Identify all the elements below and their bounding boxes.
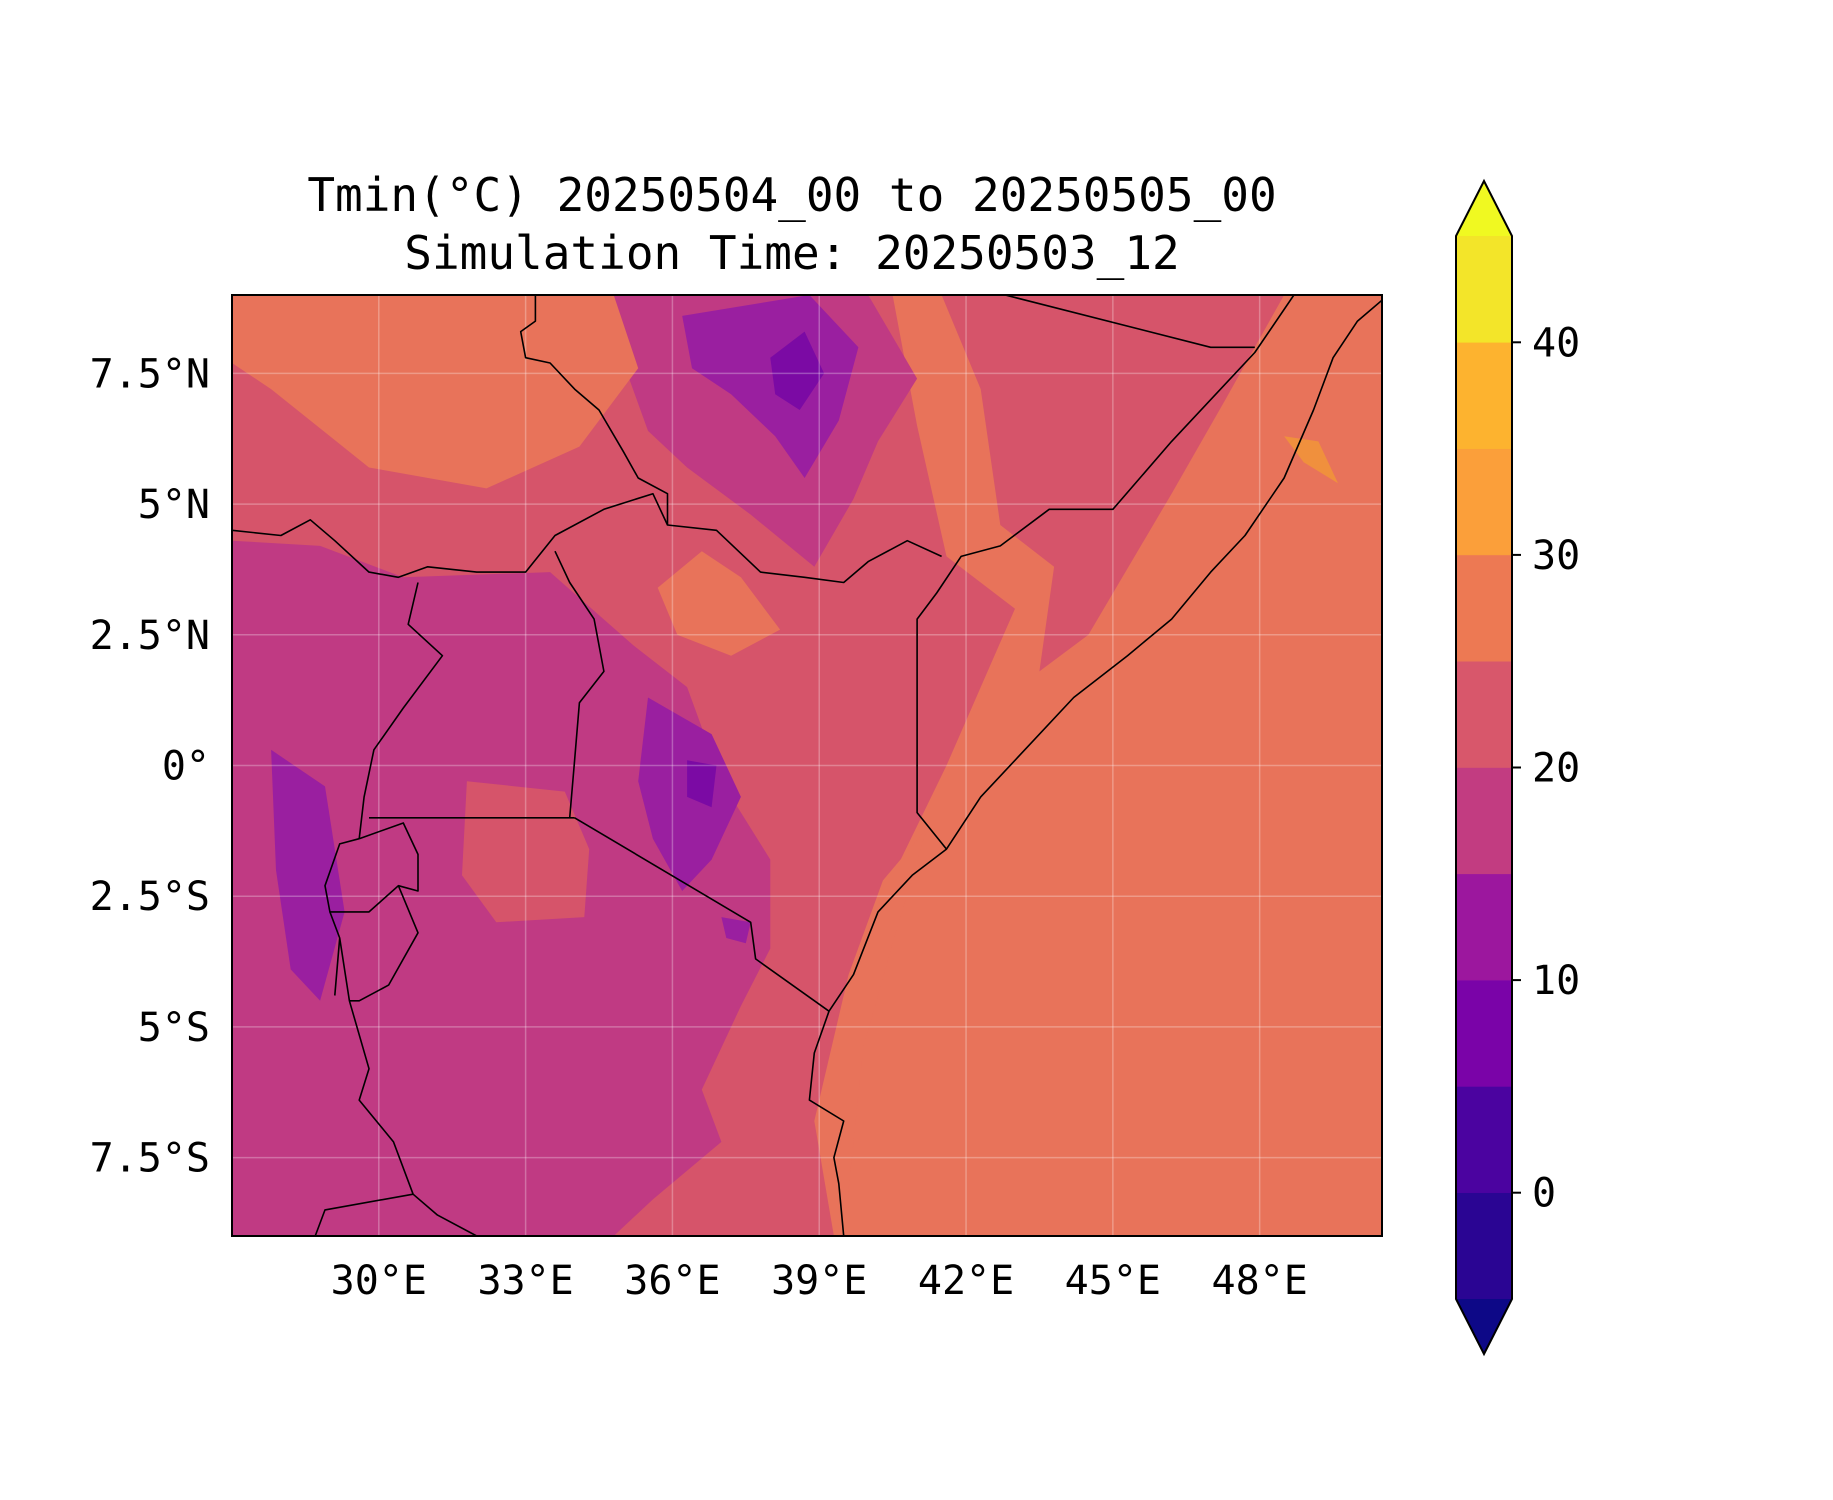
border-burundi-tanzania [349, 885, 419, 1002]
border-kenya-somalia-border [916, 295, 1295, 850]
lon-tick-label: 33°E [477, 1258, 573, 1304]
lon-tick-label: 48°E [1211, 1258, 1307, 1304]
map-frame [231, 294, 1383, 1237]
border-lake-tanganyika-west [329, 911, 341, 996]
border-kenya-tanzania-border [574, 817, 830, 1012]
border-drc-uganda-border [358, 582, 444, 839]
colorbar-segment [1455, 235, 1513, 343]
lon-tick-label: 45°E [1065, 1258, 1161, 1304]
colorbar-segment [1455, 554, 1513, 662]
lon-tick-label: 42°E [918, 1258, 1014, 1304]
lon-tick-label: 39°E [771, 1258, 867, 1304]
border-south-sudan-ethiopia-border [519, 295, 942, 584]
lat-tick-label: 7.5°S [90, 1136, 210, 1182]
border-ethiopia-somalia-north [1005, 295, 1255, 349]
border-rwanda-burundi [324, 822, 419, 913]
colorbar-segment [1455, 873, 1513, 981]
temp-region-south-sudan-warm [232, 295, 639, 489]
temp-region-turkana-warm [657, 551, 781, 656]
colorbar-tick-label: 10 [1532, 958, 1580, 1004]
colorbar-extend-max [1456, 181, 1512, 236]
border-lake-tanganyika-east [338, 937, 478, 1236]
colorbar-segment [1455, 341, 1513, 449]
colorbar-tick-label: 40 [1532, 320, 1580, 366]
temp-region-east-highland [941, 295, 1285, 672]
lon-tick-label: 30°E [331, 1258, 427, 1304]
colorbar-outline [1455, 178, 1513, 1357]
colorbar-segment [1455, 448, 1513, 556]
border-zambia-border [314, 1193, 414, 1236]
lon-tick-label: 36°E [624, 1258, 720, 1304]
map-title-line2: Simulation Time: 20250503_12 [404, 226, 1180, 280]
temp-region-ethiopian-peaks [682, 295, 859, 478]
map-title-line1: Tmin(°C) 20250504_00 to 20250505_00 [307, 168, 1277, 222]
border-south-sudan-uganda-kenya-border [232, 492, 669, 579]
colorbar-segment [1455, 1086, 1513, 1194]
colorbar-extend-min [1456, 1299, 1512, 1354]
temp-region-albertine-west [271, 749, 345, 1001]
lat-tick-label: 5°S [138, 1005, 210, 1051]
colorbar-segment [1455, 767, 1513, 875]
colorbar-tick-label: 0 [1532, 1171, 1556, 1217]
colorbar-segment [1455, 660, 1513, 768]
temp-region-lake-victoria-warm [462, 781, 590, 923]
temp-region-ethiopian-peak-core [770, 331, 825, 410]
colorbar-segment [1455, 1192, 1513, 1300]
lat-tick-label: 5°N [138, 482, 210, 528]
colorbar-segment [1455, 979, 1513, 1087]
lat-tick-label: 2.5°N [90, 613, 210, 659]
lat-tick-label: 2.5°S [90, 874, 210, 920]
lat-tick-label: 7.5°N [90, 351, 210, 397]
lat-tick-label: 0° [162, 744, 210, 790]
temp-region-kilimanjaro [721, 917, 751, 944]
temp-region-coastal-strip [814, 828, 927, 1236]
temp-region-kenya-peak-core [687, 760, 717, 808]
border-east-africa-coastline [808, 299, 1382, 1236]
colorbar-tick-label: 20 [1532, 746, 1580, 792]
border-uganda-kenya-border [554, 550, 605, 818]
colorbar-tick-label: 30 [1532, 533, 1580, 579]
